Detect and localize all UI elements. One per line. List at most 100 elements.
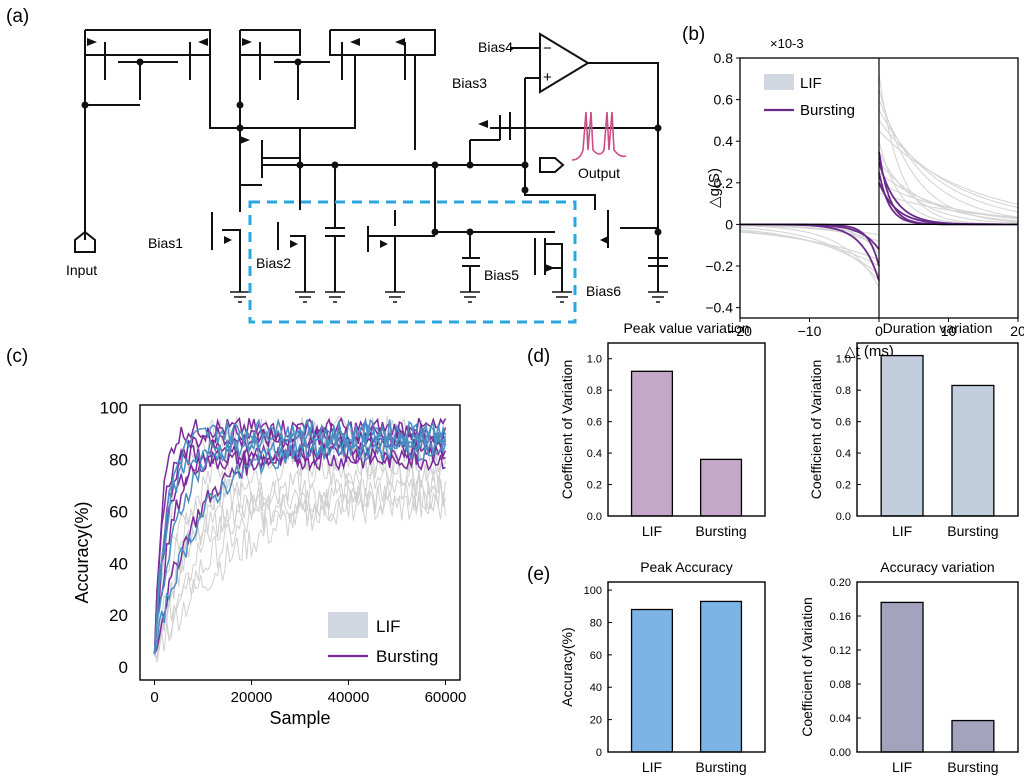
lif-curve — [878, 130, 1019, 205]
y-axis-label: Accuracy(%) — [559, 627, 575, 706]
y-axis-label: △g(S) — [706, 168, 723, 208]
bias6-label: Bias6 — [586, 283, 621, 299]
accuracy-variation-chart: LIF Bursting 0.00 0.04 0.08 0.12 0.16 0.20 Accur… — [799, 559, 1019, 775]
opamp-minus-label: − — [543, 40, 552, 57]
bursting-accuracy-curve — [153, 422, 447, 655]
y-tick-label: 0.2 — [714, 175, 734, 191]
lif-curve — [878, 151, 1019, 224]
x-tick-label: 0 — [150, 689, 158, 706]
x-tick-label: −20 — [728, 323, 752, 339]
bar-bursting — [699, 458, 743, 517]
y-tick-label: 0.2 — [836, 480, 851, 492]
category-label: LIF — [642, 759, 662, 775]
y-tick-label: 40 — [109, 554, 128, 573]
lif-curve — [739, 224, 880, 288]
y-tick-label: 0.8 — [714, 50, 734, 66]
y-axis-label: Coefficient of Variation — [799, 597, 815, 737]
legend-swatch-lif — [764, 74, 794, 90]
output-spike-trace — [571, 111, 627, 161]
y-tick-label: 60 — [109, 502, 128, 521]
stdp-chart: −20 −10 0 10 20−0.4−0.200.20.40.60.8×10-3△t … — [705, 36, 1024, 360]
y-tick-label: 0.6 — [714, 92, 734, 108]
legend-label-lif: LIF — [800, 75, 822, 92]
category-label: Bursting — [695, 523, 746, 539]
y-tick-label: 0.08 — [830, 679, 851, 691]
intermediate-accuracy-curve — [153, 431, 447, 655]
x-tick-label: 20000 — [231, 689, 273, 706]
y-tick-label: 60 — [590, 650, 602, 662]
y-tick-label: 0.0 — [836, 511, 851, 523]
y-tick-label: 0.8 — [587, 385, 602, 397]
y-tick-label: −0.2 — [705, 258, 733, 274]
y-tick-label: 40 — [590, 682, 602, 694]
y-tick-label: 20 — [109, 606, 128, 625]
bar-lif — [880, 601, 924, 753]
bar-bursting — [951, 384, 995, 517]
x-tick-label: 40000 — [328, 689, 370, 706]
plot-frame — [856, 342, 1019, 517]
y-tick-label: 0.16 — [830, 611, 851, 623]
y-axis-label: Coefficient of Variation — [808, 360, 824, 500]
x-axis-label: Sample — [269, 708, 330, 728]
intermediate-accuracy-curve — [153, 422, 447, 655]
y-tick-label: −0.4 — [705, 300, 733, 316]
y-tick-label: 100 — [100, 399, 128, 418]
y-tick-label: 0.04 — [830, 713, 851, 725]
lif-curve — [878, 89, 1019, 223]
y-tick-label: 0.4 — [836, 448, 851, 460]
lif-curve — [878, 192, 1019, 219]
output-label: Output — [578, 165, 620, 181]
category-label: LIF — [892, 759, 912, 775]
duration-variation-chart: LIF Bursting 0.0 0.2 0.4 0.6 0.8 1.0 Duration va… — [808, 320, 1019, 539]
plot-frame — [607, 581, 766, 753]
category-label: Bursting — [947, 523, 998, 539]
plot-frame — [139, 404, 461, 681]
neuron-circuit-schematic — [74, 29, 668, 324]
category-label: Bursting — [947, 759, 998, 775]
peak-value-variation-chart: LIF Bursting 0.0 0.2 0.4 0.6 0.8 1.0 Peak value … — [559, 320, 766, 539]
y-tick-label: 0.12 — [830, 645, 851, 657]
lif-accuracy-curve — [154, 487, 446, 660]
chart-title: Accuracy variation — [880, 559, 994, 575]
y-tick-label: 0 — [119, 658, 128, 677]
category-label: LIF — [642, 523, 662, 539]
circuit-labels: Input Output Bias1 Bias2 Bias3 Bias4 Bia… — [66, 39, 621, 299]
y-axis-label: Accuracy(%) — [72, 501, 92, 603]
y-tick-label: 0.2 — [587, 480, 602, 492]
x-tick-label: 20 — [1010, 323, 1024, 339]
plot-frame — [607, 342, 766, 517]
peak-accuracy-chart: LIF Bursting 0 20 40 60 80 100 Peak Accuracy Accu… — [559, 559, 766, 775]
chart-title: Peak value variation — [623, 320, 749, 336]
bar-bursting — [699, 600, 743, 753]
bias5-label: Bias5 — [484, 267, 519, 283]
bias2-label: Bias2 — [256, 255, 291, 271]
panel-label-b: (b) — [682, 24, 705, 45]
y-tick-label: 0 — [596, 747, 602, 759]
y-tick-label: 0.0 — [587, 511, 602, 523]
y-tick-label: 1.0 — [836, 354, 851, 366]
accuracy-curve-chart: 0 20000 40000 60000 0 20 40 60 80 100 Sample Accura… — [72, 399, 466, 728]
bias1-label: Bias1 — [148, 235, 183, 251]
x-tick-label: −10 — [798, 323, 822, 339]
lif-accuracy-curve — [154, 462, 446, 655]
chart-title: Duration variation — [883, 320, 993, 336]
input-label: Input — [66, 262, 97, 278]
y-tick-label: 0.4 — [587, 448, 602, 460]
lif-curve — [878, 109, 1019, 213]
intermediate-accuracy-curve — [153, 436, 447, 655]
y-tick-label: 20 — [590, 715, 602, 727]
bar-lif — [630, 370, 674, 517]
y-tick-label: 0.00 — [830, 747, 851, 759]
panel-label-d: (d) — [527, 346, 550, 367]
plot-frame — [856, 581, 1019, 753]
y-axis-label: Coefficient of Variation — [559, 360, 575, 500]
panel-label-c: (c) — [6, 346, 28, 367]
y-tick-label: 80 — [109, 450, 128, 469]
y-tick-label: 0.8 — [836, 385, 851, 397]
x-tick-label: 0 — [875, 323, 883, 339]
legend-swatch-lif — [328, 612, 368, 638]
y-multiplier: ×10-3 — [770, 36, 804, 51]
y-tick-label: 100 — [584, 585, 602, 597]
category-label: Bursting — [695, 759, 746, 775]
